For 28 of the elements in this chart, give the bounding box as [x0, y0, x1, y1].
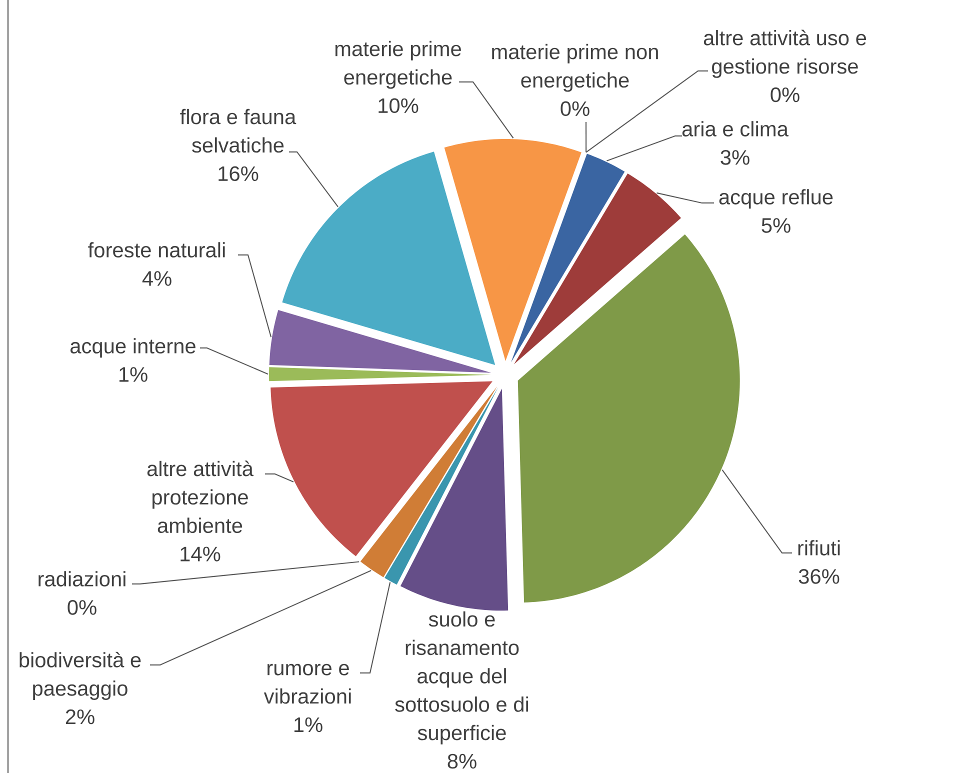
- data-label: 8%: [448, 754, 476, 769]
- slice-label: aria e clima: [682, 121, 788, 136]
- data-label: 1%: [294, 717, 322, 732]
- data-label: 2%: [66, 709, 94, 724]
- data-label: 4%: [142, 271, 172, 286]
- slice-label: acque interne: [70, 338, 196, 358]
- slice-label: flora e fauna selvatiche: [180, 108, 296, 153]
- slice-label: biodiversità e paesaggio: [20, 652, 141, 700]
- slice-label: acque reflue: [719, 189, 833, 209]
- data-label: 1%: [119, 367, 148, 382]
- category-label: altre attività uso e gestione risorse: [704, 30, 866, 78]
- category-label: materie prime non energetiche: [492, 44, 658, 92]
- slice-label: rifiuti: [798, 540, 840, 556]
- data-label: 14%: [180, 546, 220, 562]
- data-label: 3%: [720, 150, 750, 165]
- slice-label: altre attività protezione ambiente: [147, 460, 254, 534]
- slice-label: suolo e risanamento acque del sottosuolo e di superficie: [395, 611, 528, 744]
- text: 0%: [770, 87, 800, 102]
- data-label: 5%: [762, 218, 790, 233]
- slice-label: foreste naturali: [88, 242, 225, 258]
- data-label: 16%: [218, 166, 258, 182]
- category-label: radiazioni: [38, 571, 126, 586]
- data-label: 10%: [378, 98, 418, 114]
- text: 0%: [560, 101, 590, 116]
- text: 0%: [68, 600, 96, 615]
- slice-label: rumore e vibrazioni: [264, 664, 351, 704]
- slice-label: materie prime energetiche: [335, 40, 461, 89]
- data-label: 36%: [798, 569, 840, 584]
